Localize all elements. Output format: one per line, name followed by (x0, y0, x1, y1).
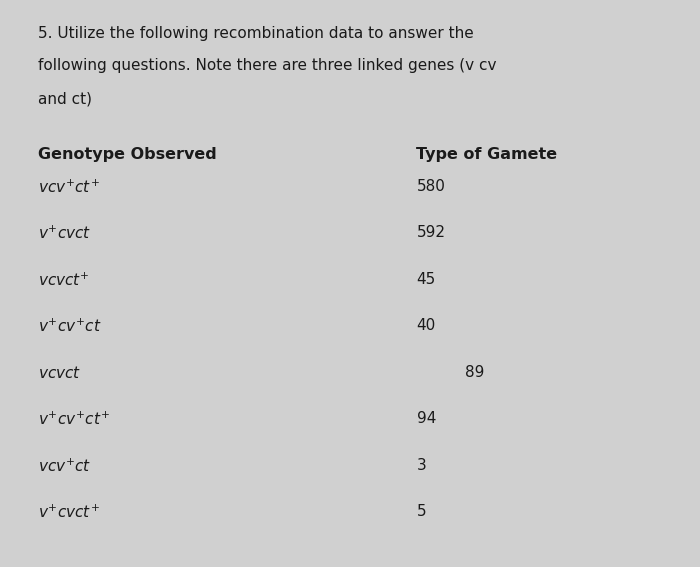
Text: 3: 3 (416, 458, 426, 472)
Text: 5. Utilize the following recombination data to answer the: 5. Utilize the following recombination d… (38, 26, 475, 40)
Text: $\it{v cv ct}^{+}\it{}$: $\it{v cv ct}^{+}\it{}$ (38, 272, 90, 289)
Text: 89: 89 (466, 365, 485, 379)
Text: $\it{v}^{+}\it{ cv}^{+}\it{ ct}^{+}\it{}$: $\it{v}^{+}\it{ cv}^{+}\it{ ct}^{+}\it{}… (38, 411, 111, 429)
Text: 580: 580 (416, 179, 445, 193)
Text: 5: 5 (416, 504, 426, 519)
Text: Genotype Observed: Genotype Observed (38, 147, 217, 162)
Text: $\it{v}^{+}\it{ cv ct}^{+}\it{}$: $\it{v}^{+}\it{ cv ct}^{+}\it{}$ (38, 504, 100, 522)
Text: following questions. Note there are three linked genes (v cv: following questions. Note there are thre… (38, 58, 497, 73)
Text: $\it{v cv}^{+}\it{ ct}^{+}\it{}$: $\it{v cv}^{+}\it{ ct}^{+}\it{}$ (38, 179, 100, 196)
Text: $\it{v}^{+}\it{ cv}^{+}\it{ ct}$: $\it{v}^{+}\it{ cv}^{+}\it{ ct}$ (38, 318, 102, 336)
Text: $\it{v cv ct}$: $\it{v cv ct}$ (38, 365, 82, 380)
Text: 45: 45 (416, 272, 435, 286)
Text: Type of Gamete: Type of Gamete (416, 147, 558, 162)
Text: 40: 40 (416, 318, 435, 333)
Text: 592: 592 (416, 225, 445, 240)
Text: and ct): and ct) (38, 91, 92, 106)
Text: 94: 94 (416, 411, 436, 426)
Text: $\it{v}^{+}\it{ cv ct}$: $\it{v}^{+}\it{ cv ct}$ (38, 225, 92, 243)
Text: $\it{v cv}^{+}\it{ ct}$: $\it{v cv}^{+}\it{ ct}$ (38, 458, 92, 475)
